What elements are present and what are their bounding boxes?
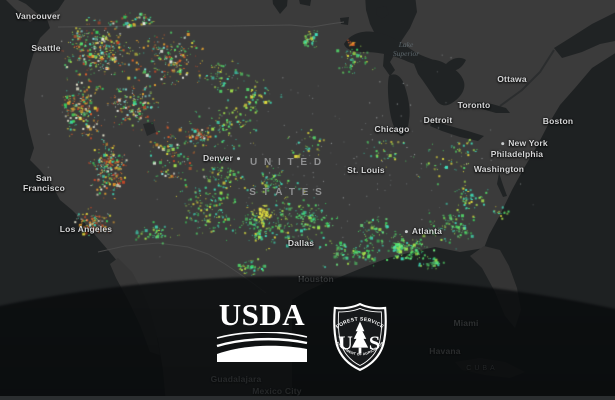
bottom-frame-bar (0, 396, 615, 400)
city-label-seattle: Seattle (31, 43, 61, 54)
city-label-washington: Washington (473, 164, 525, 175)
city-label-chicago: Chicago (374, 124, 410, 135)
bottom-vignette (0, 276, 615, 400)
city-marker-dot (404, 230, 408, 234)
city-marker-dot (237, 157, 241, 161)
country-label-line2: S T A T E S (249, 187, 324, 198)
city-label-dallas: Dallas (287, 238, 315, 249)
city-label-st-louis: St. Louis (347, 165, 385, 176)
city-label-denver: Denver (203, 153, 241, 164)
city-label-detroit: Detroit (423, 115, 453, 126)
city-label-toronto: Toronto (457, 100, 491, 111)
city-label-ottawa: Ottawa (497, 74, 527, 85)
city-label-san-francisco: San Francisco (23, 173, 65, 193)
lake-superior-label: Lake Superior (392, 40, 420, 58)
city-label-atlanta: Atlanta (404, 226, 442, 237)
city-label-los-angeles: Los Angeles (59, 224, 113, 235)
city-label-philadelphia: Philadelphia (490, 149, 544, 160)
city-label-vancouver: Vancouver (15, 11, 61, 22)
city-label-boston: Boston (542, 116, 574, 127)
country-label-united-states: U N I T E D S T A T E S (230, 140, 324, 215)
city-marker-dot (501, 142, 505, 146)
country-label-line1: U N I T E D (249, 157, 324, 168)
city-label-new-york: New York (501, 138, 548, 149)
